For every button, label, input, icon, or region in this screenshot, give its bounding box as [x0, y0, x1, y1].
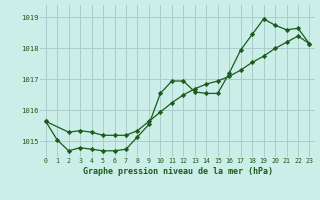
- X-axis label: Graphe pression niveau de la mer (hPa): Graphe pression niveau de la mer (hPa): [83, 167, 273, 176]
